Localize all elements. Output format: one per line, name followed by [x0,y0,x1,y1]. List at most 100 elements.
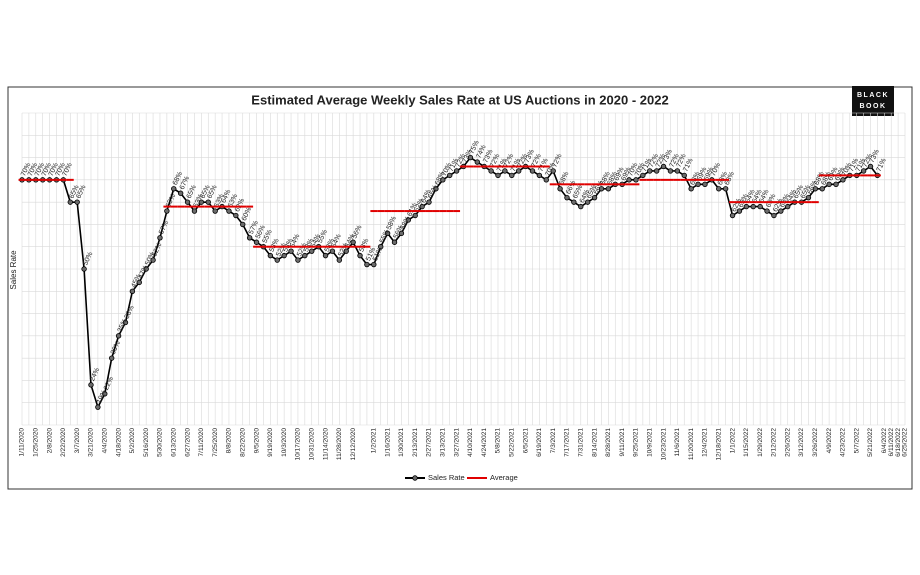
x-tick-label: 4/9/2022 [826,428,833,454]
x-tick-label: 5/30/2020 [157,428,164,457]
x-tick-label: 5/7/2022 [853,428,860,454]
sales-rate-marker [667,168,674,174]
sales-rate-marker [433,186,439,192]
sales-rate-marker [529,168,536,174]
sales-rate-marker [840,177,846,183]
sales-rate-marker [674,168,681,174]
x-tick-label: 6/5/2021 [522,428,529,454]
sales-rate-marker [88,382,94,388]
sales-rate-marker [129,288,136,294]
chart-title: Estimated Average Weekly Sales Rate at U… [251,92,668,107]
sales-rate-marker [122,319,129,326]
sales-rate-marker [309,248,315,254]
sales-rate-marker [812,186,819,192]
sales-rate-marker [805,194,812,201]
x-tick-label: 12/12/2020 [350,428,357,461]
x-tick-label: 5/8/2021 [495,428,502,454]
sales-rate-marker [819,186,825,192]
x-tick-label: 1/30/2021 [398,428,405,457]
sales-rate-marker [591,194,598,201]
sales-rate-marker [467,154,474,161]
sales-rate-marker [295,257,301,263]
sales-rate-marker [543,177,549,183]
sales-rate-marker [177,190,184,196]
x-tick-label: 5/16/2020 [143,428,150,457]
sales-rate-marker [578,203,584,210]
sales-rate-marker [640,172,646,179]
x-tick-label: 9/19/2020 [267,428,274,457]
sales-rate-marker [426,199,432,205]
x-tick-label: 9/5/2020 [253,428,260,454]
sales-rate-marker [474,159,480,165]
sales-rate-marker [557,186,563,192]
x-tick-label: 9/25/2021 [633,428,640,457]
sales-rate-marker [143,266,149,272]
sales-rate-marker [653,168,660,174]
sales-rate-marker [419,203,425,210]
sales-rate-marker [778,208,784,214]
x-tick-label: 10/31/2020 [308,428,315,461]
x-tick-label: 12/18/2021 [715,428,722,461]
sales-rate-marker [384,230,391,237]
x-tick-label: 3/21/2020 [88,428,95,457]
x-tick-label: 6/19/2021 [536,428,543,457]
x-tick-label: 11/28/2020 [336,428,343,460]
sales-rate-marker [495,172,501,179]
x-tick-label: 1/15/2022 [743,428,750,457]
sales-rate-marker [750,203,756,210]
sales-rate-marker [212,208,218,214]
sales-rate-marker [626,177,632,183]
x-tick-label: 2/26/2022 [784,428,791,457]
sales-rate-marker [398,230,405,237]
legend-label: Average [490,473,518,482]
sales-rate-marker [826,181,832,188]
sales-rate-marker [695,181,701,188]
sales-rate-marker [412,212,418,219]
sales-rate-marker [191,208,198,214]
x-tick-label: 2/22/2020 [60,428,67,457]
sales-rate-marker [184,199,191,205]
x-tick-label: 11/6/2021 [674,428,681,457]
sales-rate-marker [288,248,294,254]
sales-rate-marker [536,172,543,179]
sales-rate-marker [584,199,591,205]
sales-rate-marker [240,221,246,228]
x-tick-label: 3/27/2021 [453,428,460,457]
x-tick-label: 6/4/2022 [881,428,888,454]
sales-rate-marker [833,181,839,188]
sales-rate-marker [329,248,336,254]
x-tick-label: 8/8/2020 [226,428,233,454]
sales-rate-marker [102,391,108,397]
logo-text: BLACK [857,92,889,99]
x-tick-label: 8/22/2020 [239,428,246,457]
sales-rate-marker [336,257,343,263]
x-tick-label: 4/24/2021 [481,428,488,457]
x-tick-label: 6/18/2022 [895,428,902,457]
x-tick-label: 2/8/2020 [46,428,53,454]
sales-rate-marker [136,279,142,286]
x-tick-label: 7/3/2021 [550,428,557,454]
sales-rate-marker [164,208,170,214]
sales-rate-marker [115,333,122,339]
sales-rate-marker [757,203,763,210]
x-tick-label: 4/23/2022 [840,428,847,457]
sales-rate-marker [736,208,743,214]
x-tick-label: 6/25/2022 [902,428,909,457]
sales-rate-marker [343,248,349,254]
sales-rate-marker [95,404,101,410]
x-tick-label: 10/9/2021 [646,428,653,457]
sales-rate-marker [785,203,791,210]
x-tick-label: 2/27/2021 [426,428,433,457]
sales-rate-marker [502,168,508,174]
sales-rate-marker [157,235,163,241]
x-tick-label: 6/13/2020 [170,428,177,457]
x-tick-label: 6/27/2020 [184,428,191,457]
x-tick-label: 8/14/2021 [591,428,598,457]
sales-rate-marker [302,252,308,259]
sales-rate-marker [81,266,87,272]
y-axis-label: Sales Rate [9,250,18,290]
sales-rate-marker [688,186,694,192]
sales-rate-marker [322,252,329,259]
x-tick-label: 1/29/2022 [757,428,764,457]
